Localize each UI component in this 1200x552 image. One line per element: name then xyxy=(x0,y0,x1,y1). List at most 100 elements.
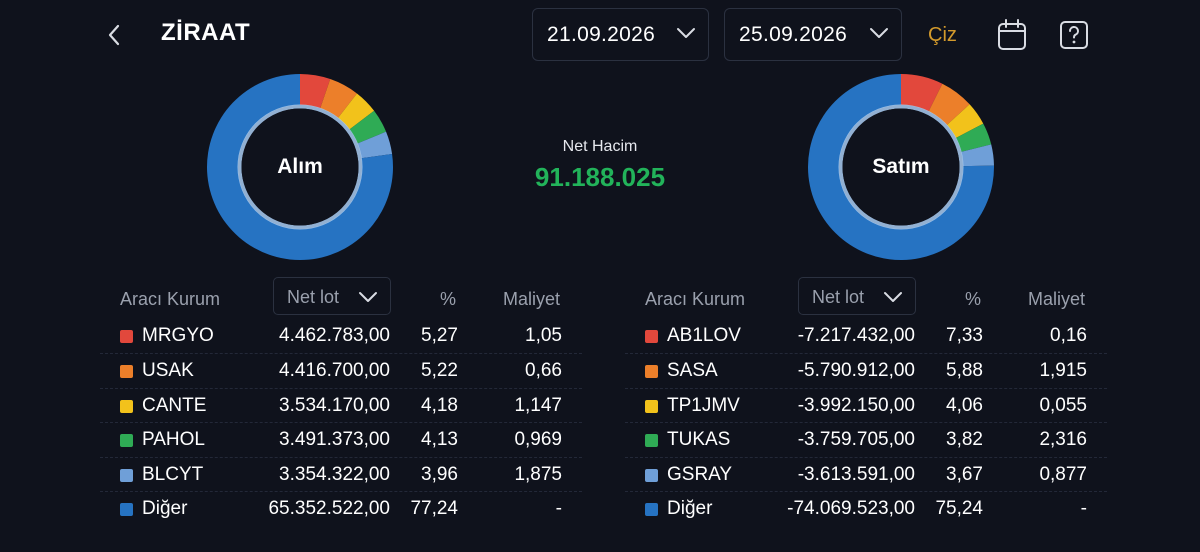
donut-slice-diğer xyxy=(207,74,393,260)
cost: 1,05 xyxy=(525,325,562,346)
net-lot: -7.217.432,00 xyxy=(797,325,915,346)
table-row[interactable]: Diğer -74.069.523,00 75,24 - xyxy=(625,490,1107,525)
page-title: ZİRAAT xyxy=(161,19,251,46)
broker-name: SASA xyxy=(667,360,718,382)
buy-table-header: Aracı Kurum Net lot % Maliyet xyxy=(100,277,582,319)
table-row[interactable]: USAK 4.416.700,00 5,22 0,66 xyxy=(100,353,582,387)
donut-slice-pahol xyxy=(349,110,387,144)
donut-inner-ring xyxy=(838,104,964,230)
buy-donut-svg xyxy=(207,74,393,260)
chevron-down-icon xyxy=(359,292,377,302)
percent: 7,33 xyxy=(946,325,983,346)
sell-donut-label: Satım xyxy=(872,155,930,178)
net-lot: 4.416.700,00 xyxy=(279,360,390,382)
top-bar: ZİRAAT 21.09.2026 25.09.2026 Çiz xyxy=(0,0,1200,70)
cost: 0,16 xyxy=(1050,325,1087,346)
net-lot: 3.534.170,00 xyxy=(279,394,390,416)
calendar-button[interactable] xyxy=(996,18,1028,52)
table-row[interactable]: BLCYT 3.354.322,00 3,96 1,875 xyxy=(100,456,582,491)
percent: 4,13 xyxy=(421,429,458,451)
help-button[interactable] xyxy=(1058,18,1090,52)
donut-slice-sasa xyxy=(928,83,970,126)
net-lot: -74.069.523,00 xyxy=(787,497,915,519)
cost: - xyxy=(555,497,562,519)
buy-table-body: MRGYO 4.462.783,00 5,27 1,05 USAK 4.416.… xyxy=(100,319,582,525)
percent: 5,88 xyxy=(946,360,983,382)
percent-column-header: % xyxy=(964,289,981,309)
percent: 4,06 xyxy=(946,394,983,416)
color-swatch xyxy=(645,502,658,516)
percent: 5,22 xyxy=(421,360,458,382)
broker-name: PAHOL xyxy=(142,429,206,451)
cost: 0,055 xyxy=(1039,394,1087,416)
sort-select-value: Net lot xyxy=(812,287,865,307)
cost-column-header: Maliyet xyxy=(502,289,560,309)
table-row[interactable]: CANTE 3.534.170,00 4,18 1,147 xyxy=(100,387,582,422)
table-row[interactable]: MRGYO 4.462.783,00 5,27 1,05 xyxy=(100,319,582,353)
net-lot: 4.462.783,00 xyxy=(279,325,390,346)
sort-select-value: Net lot xyxy=(287,287,340,307)
cost: 2,316 xyxy=(1039,429,1087,451)
buy-donut-label: Alım xyxy=(277,155,323,178)
color-swatch xyxy=(120,468,133,482)
net-lot: 3.491.373,00 xyxy=(279,429,390,451)
buy-donut-chart: Alım xyxy=(205,72,395,262)
donut-slice-gsray xyxy=(961,144,994,167)
donut-hole xyxy=(241,108,359,226)
net-volume-value: 91.188.025 xyxy=(534,162,666,192)
broker-name: AB1LOV xyxy=(667,325,741,346)
help-icon xyxy=(1060,21,1088,49)
table-row[interactable]: GSRAY -3.613.591,00 3,67 0,877 xyxy=(625,456,1107,491)
percent-column-header: % xyxy=(439,289,456,309)
sell-sort-select[interactable]: Net lot xyxy=(798,277,916,315)
percent: 4,18 xyxy=(421,394,458,416)
color-swatch xyxy=(120,502,133,516)
color-swatch xyxy=(120,330,133,343)
table-row[interactable]: TUKAS -3.759.705,00 3,82 2,316 xyxy=(625,422,1107,456)
broker-column-header: Aracı Kurum xyxy=(645,289,746,309)
end-date-value: 25.09.2026 xyxy=(739,22,848,46)
sell-table-header: Aracı Kurum Net lot % Maliyet xyxy=(625,277,1107,319)
table-row[interactable]: PAHOL 3.491.373,00 4,13 0,969 xyxy=(100,422,582,456)
cost: - xyxy=(1080,497,1087,519)
sell-table-body: AB1LOV -7.217.432,00 7,33 0,16 SASA -5.7… xyxy=(625,319,1107,525)
table-row[interactable]: Diğer 65.352.522,00 77,24 - xyxy=(100,490,582,525)
color-swatch xyxy=(120,399,133,413)
broker-name: TP1JMV xyxy=(667,394,740,416)
net-volume-label: Net Hacim xyxy=(562,138,638,155)
net-lot: -3.992.150,00 xyxy=(797,394,915,416)
cost: 0,66 xyxy=(525,360,562,382)
calendar-icon xyxy=(998,19,1026,50)
donut-slice-ab1lov xyxy=(901,74,943,112)
percent: 3,67 xyxy=(946,463,983,485)
broker-name: USAK xyxy=(142,360,194,382)
back-button[interactable] xyxy=(98,18,130,52)
start-date-select[interactable]: 21.09.2026 xyxy=(532,8,709,61)
donut-slice-mrgyo xyxy=(300,74,331,109)
cost: 0,877 xyxy=(1039,463,1087,485)
percent: 75,24 xyxy=(935,497,983,519)
sell-donut-svg xyxy=(808,74,994,260)
table-row[interactable]: AB1LOV -7.217.432,00 7,33 0,16 xyxy=(625,319,1107,353)
chevron-left-icon xyxy=(108,24,120,46)
table-row[interactable]: SASA -5.790.912,00 5,88 1,915 xyxy=(625,353,1107,387)
donut-hole xyxy=(842,108,960,226)
table-row[interactable]: TP1JMV -3.992.150,00 4,06 0,055 xyxy=(625,387,1107,422)
net-lot: -3.759.705,00 xyxy=(797,429,915,451)
broker-name: Diğer xyxy=(142,497,188,519)
end-date-select[interactable]: 25.09.2026 xyxy=(724,8,902,61)
start-date-value: 21.09.2026 xyxy=(547,22,656,46)
broker-name: Diğer xyxy=(667,497,713,519)
cost: 1,915 xyxy=(1039,360,1087,382)
draw-button[interactable]: Çiz xyxy=(928,24,957,46)
donut-inner-ring xyxy=(237,104,363,230)
chevron-down-icon xyxy=(884,292,902,302)
donut-slice-cante xyxy=(337,93,375,130)
color-swatch xyxy=(120,434,133,448)
buy-sort-select[interactable]: Net lot xyxy=(273,277,391,315)
donut-slice-usak xyxy=(320,79,357,118)
net-lot: -5.790.912,00 xyxy=(797,360,915,382)
color-swatch xyxy=(120,365,133,379)
chevron-down-icon xyxy=(870,28,888,38)
buy-table: Aracı Kurum Net lot % Maliyet MRGYO 4.46… xyxy=(100,277,582,525)
